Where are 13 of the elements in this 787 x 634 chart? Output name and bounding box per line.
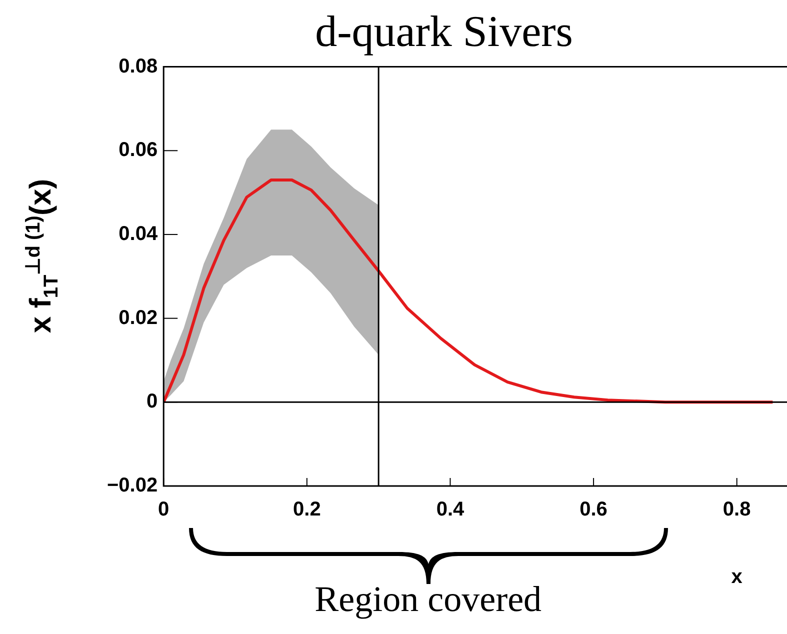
- y-tick-label: 0.06: [118, 139, 158, 162]
- x-tick-label: 0.4: [436, 498, 465, 521]
- text: Region covered: [314, 578, 542, 620]
- x-tick-label: 0.2: [293, 498, 321, 521]
- x-tick-label: 0.8: [722, 498, 751, 521]
- y-tick-label: −0.02: [106, 474, 158, 497]
- y-tick-label: 0.04: [118, 222, 158, 245]
- y-tick-label: 0.08: [118, 55, 158, 78]
- y-tick-label: 0.02: [118, 306, 158, 329]
- chart-title: d-quark Sivers: [315, 6, 573, 56]
- x-axis-title: x: [731, 566, 742, 589]
- x-tick-label: 0.6: [580, 498, 608, 521]
- y-tick-label: 0: [146, 390, 158, 413]
